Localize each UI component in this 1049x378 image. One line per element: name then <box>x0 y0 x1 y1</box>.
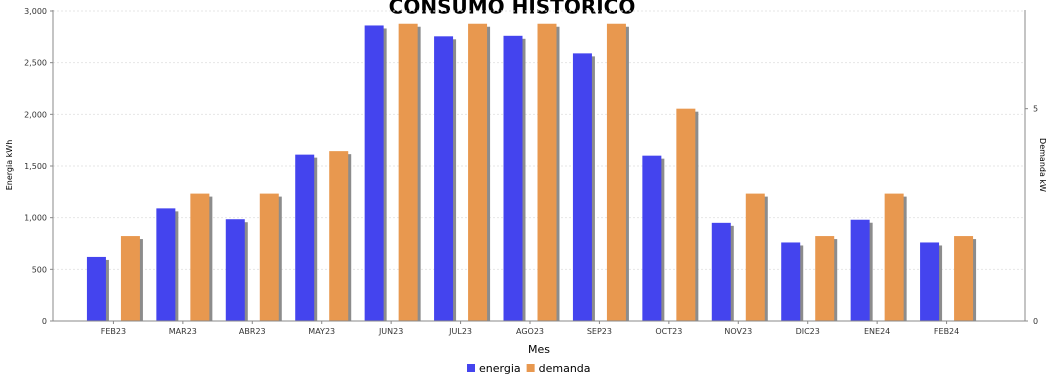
x-tick-label: SEP23 <box>587 327 612 336</box>
y-tick-label: 500 <box>32 265 47 274</box>
y-tick-label: 2,000 <box>24 110 47 119</box>
bar-demanda <box>120 236 140 321</box>
x-tick-label: AGO23 <box>516 327 544 336</box>
bar-demanda <box>815 236 835 321</box>
bar-demanda <box>468 23 488 322</box>
x-tick-label: FEB24 <box>934 327 959 336</box>
bar-demanda <box>190 193 210 321</box>
bar-demanda <box>676 108 696 321</box>
x-tick-label: ABR23 <box>239 327 266 336</box>
x-tick-label: MAR23 <box>169 327 197 336</box>
y2-tick-label: 0 <box>1033 317 1038 326</box>
y-ticks: 0 500 1,000 1,500 2,000 2,500 3,000 <box>24 7 53 326</box>
legend-swatch-demanda <box>526 364 535 372</box>
bar-demanda <box>329 151 349 321</box>
legend-swatch-energia <box>467 364 475 372</box>
y-axis-label: Energia kWh <box>5 140 14 191</box>
bar-energia <box>434 36 454 322</box>
y-tick-label: 1,500 <box>24 162 47 171</box>
x-tick-label: JUN23 <box>378 327 403 336</box>
bar-energia <box>295 154 315 321</box>
bar-demanda <box>259 193 279 321</box>
bar-energia <box>156 208 176 321</box>
x-axis-label: Mes <box>528 343 550 356</box>
bar-energia <box>225 219 245 321</box>
bar-demanda <box>884 193 904 321</box>
bar-demanda <box>954 236 974 321</box>
x-tick-label: JUL23 <box>448 327 472 336</box>
bar-energia <box>572 53 592 321</box>
x-tick-label: FEB23 <box>101 327 126 336</box>
y-tick-label: 1,000 <box>24 214 47 223</box>
bar-demanda <box>606 23 626 322</box>
bars <box>86 23 977 322</box>
bar-energia <box>781 242 801 321</box>
x-ticks: FEB23 MAR23 ABR23 MAY23 JUN23 JUL23 AGO23 SEP23… <box>101 321 959 336</box>
bar-energia <box>86 256 106 321</box>
legend-label-demanda: demanda <box>539 362 591 375</box>
x-tick-label: ENE24 <box>864 327 890 336</box>
legend: energia demanda <box>467 362 591 375</box>
y2-tick-label: 5 <box>1033 105 1038 114</box>
x-tick-label: OCT23 <box>655 327 682 336</box>
bar-demanda <box>398 23 418 322</box>
y-tick-label: 0 <box>42 317 47 326</box>
bar-energia <box>850 219 870 321</box>
chart-title: CONSUMO HISTORICO <box>389 0 636 19</box>
x-tick-label: DIC23 <box>796 327 820 336</box>
y2-axis-label: Demanda kW <box>1038 138 1047 192</box>
x-tick-label: NOV23 <box>724 327 752 336</box>
x-tick-label: MAY23 <box>308 327 335 336</box>
bar-energia <box>642 155 662 321</box>
bar-demanda <box>745 193 765 321</box>
y2-ticks: 05 <box>1025 105 1038 326</box>
bar-energia <box>364 25 384 321</box>
y-tick-label: 2,500 <box>24 59 47 68</box>
bar-energia <box>503 35 523 322</box>
legend-label-energia: energia <box>479 362 521 375</box>
bar-demanda <box>537 23 557 322</box>
bar-energia <box>711 222 731 321</box>
y-tick-label: 3,000 <box>24 7 47 16</box>
bar-energia <box>920 242 940 321</box>
